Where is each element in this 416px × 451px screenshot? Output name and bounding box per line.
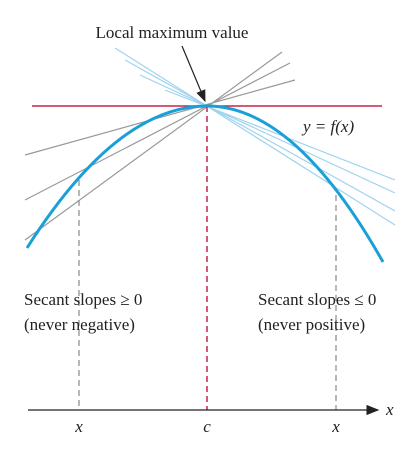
axis-label: x (385, 400, 394, 419)
curve-label: y = f(x) (301, 117, 354, 136)
note: (never positive) (258, 315, 365, 334)
note: Secant slopes ≤ 0 (258, 290, 376, 309)
note: (never negative) (24, 315, 135, 334)
tick-label: x (74, 417, 83, 436)
right-secants (114, 47, 396, 226)
left-secants (24, 51, 296, 241)
tick-label: x (331, 417, 340, 436)
curve (25, 104, 385, 263)
note: Secant slopes ≥ 0 (24, 290, 142, 309)
title: Local maximum value (96, 23, 249, 42)
pointer-arrow (181, 45, 206, 103)
tick-label: c (203, 417, 211, 436)
